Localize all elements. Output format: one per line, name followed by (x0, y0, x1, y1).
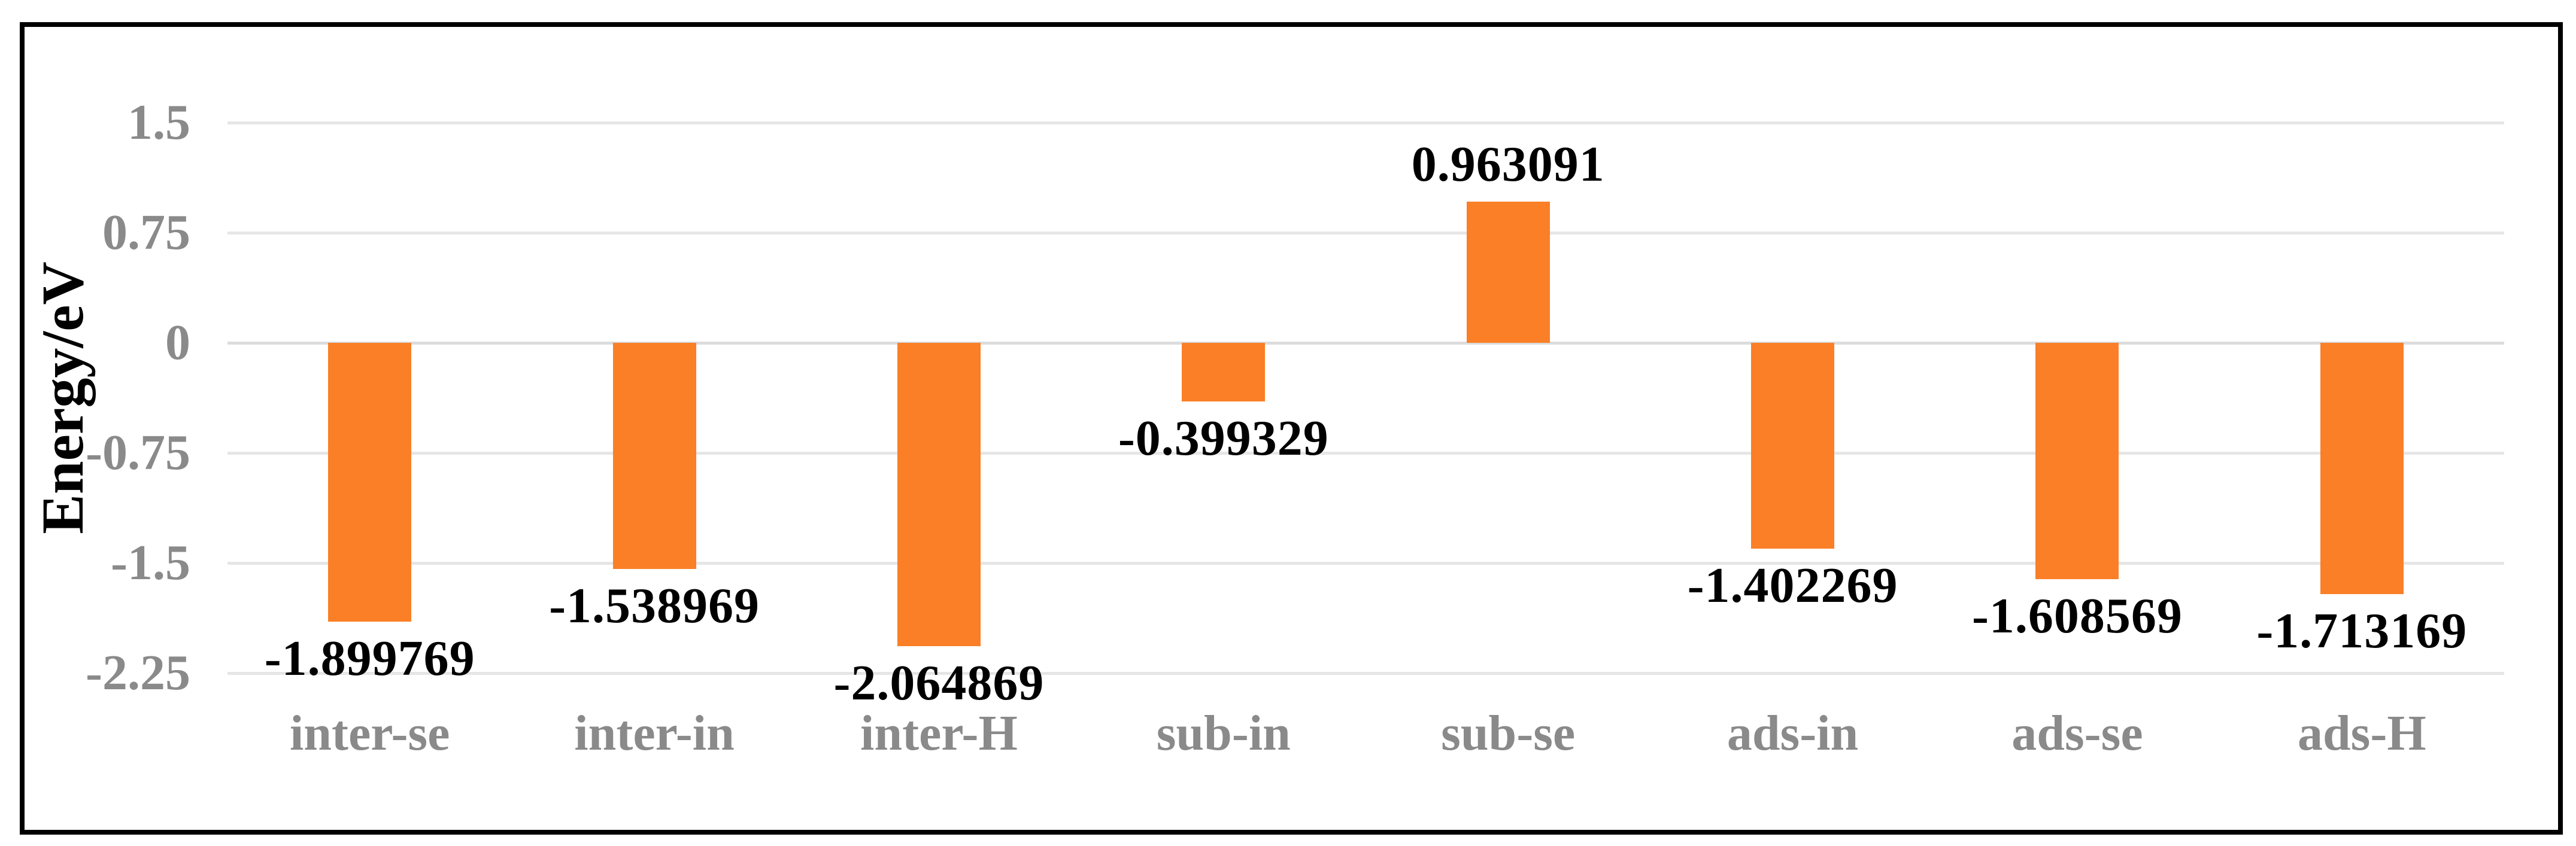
category-label: ads-se (2011, 705, 2143, 761)
bar-value-label: -2.064869 (833, 655, 1045, 711)
category-label: sub-in (1156, 705, 1291, 761)
bar-value-label: -1.899769 (264, 631, 475, 687)
bar-value-label: -1.538969 (549, 577, 760, 634)
gridline (227, 451, 2504, 455)
bar-sub-in (1182, 343, 1266, 401)
gridline (227, 121, 2504, 124)
y-tick-label: -1.5 (111, 535, 190, 591)
zero-gridline (227, 341, 2504, 345)
bar-value-label: 0.963091 (1411, 136, 1605, 192)
bar-value-label: -1.608569 (1971, 588, 2183, 644)
bar-ads-H (2320, 343, 2404, 595)
chart-frame-border (20, 22, 2563, 835)
y-axis-title: Energy/eV (29, 261, 96, 534)
gridline (227, 671, 2504, 675)
y-tick-label: 0.75 (102, 205, 190, 260)
bar-inter-H (897, 343, 981, 646)
bar-inter-se (328, 343, 412, 622)
gridline (227, 561, 2504, 565)
bar-ads-in (1751, 343, 1835, 549)
y-tick-label: 1.5 (128, 95, 190, 150)
bar-value-label: -1.713169 (2256, 603, 2468, 659)
category-label: inter-se (289, 705, 450, 761)
y-tick-label: -0.75 (86, 425, 190, 480)
category-label: ads-H (2297, 705, 2426, 761)
bar-sub-se (1466, 201, 1550, 343)
y-tick-label: 0 (165, 315, 190, 370)
bar-ads-se (2035, 343, 2119, 579)
bar-inter-in (612, 343, 696, 569)
gridline (227, 231, 2504, 235)
category-label: ads-in (1727, 705, 1859, 761)
bar-value-label: -0.399329 (1118, 410, 1329, 466)
bar-value-label: -1.402269 (1687, 558, 1898, 614)
category-label: sub-se (1441, 705, 1576, 761)
category-label: inter-H (860, 705, 1018, 761)
category-label: inter-in (574, 705, 735, 761)
y-tick-label: -2.25 (86, 645, 190, 701)
